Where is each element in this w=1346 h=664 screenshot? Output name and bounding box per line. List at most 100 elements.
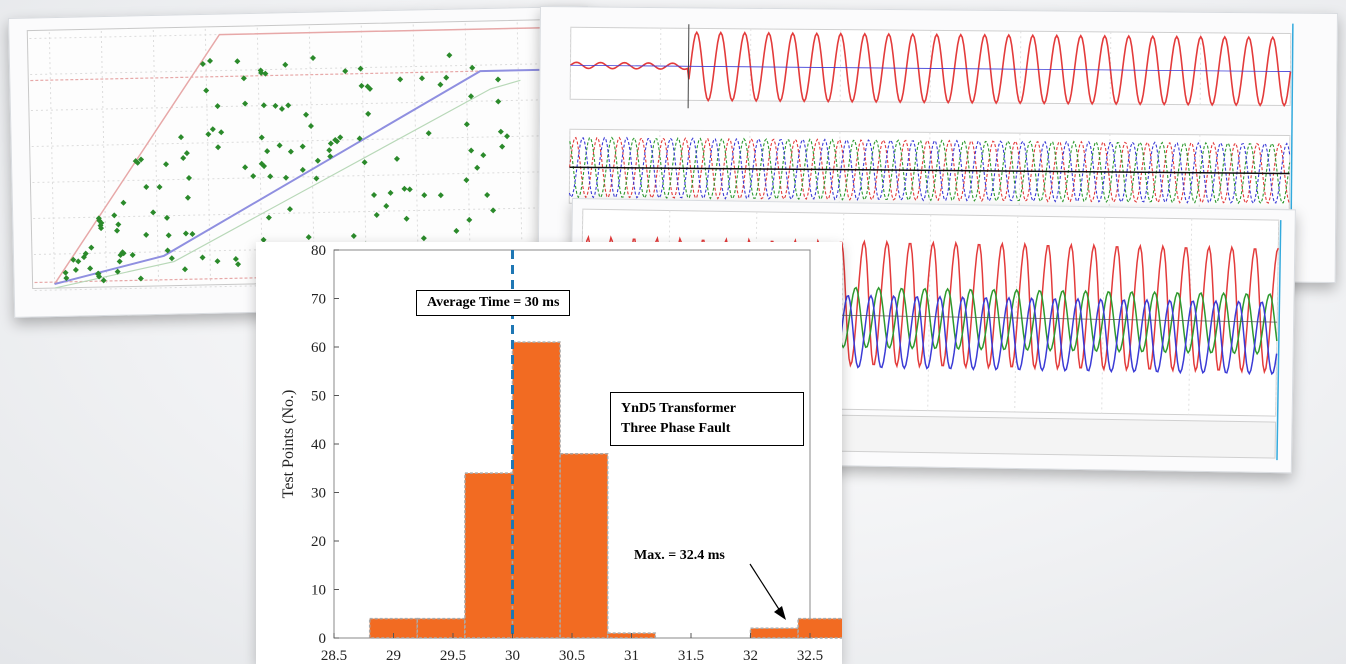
test-point-marker (282, 61, 289, 68)
x-tick-label: 29 (386, 648, 401, 664)
test-point-marker (327, 153, 334, 160)
grid-line (839, 29, 842, 102)
test-point-marker (272, 102, 279, 109)
grid-line (658, 130, 661, 205)
test-point-marker (240, 75, 247, 82)
max-time-annotation: Max. = 32.4 ms (634, 548, 725, 563)
test-point-marker (437, 81, 444, 88)
test-point-marker (218, 129, 225, 136)
test-point-marker (480, 152, 487, 159)
test-point-marker (309, 54, 316, 61)
test-point-marker (397, 76, 404, 83)
y-axis-title: Test Points (No.) (280, 390, 297, 499)
test-point-marker (387, 189, 394, 196)
test-point-marker (119, 249, 126, 256)
test-point-marker (356, 135, 363, 142)
test-point-marker (138, 156, 145, 163)
test-point-marker (163, 161, 170, 168)
x-tick-label: 29.5 (440, 648, 466, 664)
test-point-marker (278, 105, 285, 112)
test-point-marker (285, 102, 292, 109)
test-point-marker (205, 131, 212, 138)
test-point-marker (267, 173, 274, 180)
test-point-marker (443, 74, 450, 81)
test-point-marker (82, 250, 89, 257)
grid-line (569, 27, 572, 100)
test-point-marker (495, 98, 502, 105)
test-point-marker (129, 251, 136, 258)
y-tick-label: 30 (311, 486, 326, 502)
grid-line (1288, 135, 1291, 210)
grid-line (33, 206, 570, 220)
test-point-marker (185, 174, 192, 181)
grid-line (30, 98, 567, 112)
grid-line (360, 25, 368, 280)
test-point-marker (327, 140, 334, 147)
histogram-bar (559, 452, 609, 639)
test-point-marker (504, 133, 511, 140)
grid-line (928, 132, 931, 207)
cursor-line (1290, 23, 1294, 214)
test-point-marker (178, 134, 185, 141)
x-tick-label: 30.5 (559, 648, 585, 664)
grid-line (30, 62, 567, 76)
test-point-marker (303, 111, 310, 118)
characteristic-line (54, 68, 571, 286)
test-point-marker (88, 244, 95, 251)
trace-baseline (569, 166, 1290, 175)
test-point-marker (401, 185, 408, 192)
test-point-marker (361, 159, 368, 166)
test-point-marker (189, 231, 196, 238)
test-point-marker (209, 126, 216, 133)
test-point-marker (94, 270, 101, 277)
fault-type-annotation: YnD5 Transformer Three Phase Fault (610, 392, 804, 446)
fault-label: Three Phase Fault (621, 421, 731, 436)
test-point-marker (305, 234, 312, 241)
grid-line (516, 22, 524, 277)
waveform-traces (568, 23, 1294, 214)
y-tick-label: 20 (311, 534, 326, 550)
test-point-marker (183, 150, 190, 157)
test-point-marker (207, 57, 214, 64)
test-point-marker (373, 211, 380, 218)
x-tick-label: 28.5 (321, 648, 347, 664)
test-point-marker (98, 225, 105, 232)
histogram-bar (464, 472, 514, 639)
test-point-marker (406, 186, 413, 193)
test-point-marker (156, 184, 163, 191)
test-point-marker (100, 277, 107, 284)
test-point-marker (342, 68, 349, 75)
test-point-marker (75, 258, 82, 265)
test-point-marker (87, 265, 94, 272)
test-point-marker (337, 134, 344, 141)
test-point-marker (357, 65, 364, 72)
test-point-marker (314, 157, 321, 164)
test-point-marker (215, 144, 222, 151)
test-point-marker (358, 82, 365, 89)
grid-line (48, 32, 56, 287)
test-point-marker (262, 70, 269, 77)
grid-line (1199, 32, 1202, 105)
test-point-marker (203, 87, 210, 94)
test-point-marker (474, 164, 481, 171)
test-point-marker (365, 110, 372, 117)
test-point-marker (383, 203, 390, 210)
test-point-marker (468, 147, 475, 154)
test-point-marker (63, 275, 70, 282)
test-point-marker (326, 147, 333, 154)
grid-line (31, 134, 568, 148)
test-point-marker (332, 136, 339, 143)
test-point-marker (466, 216, 473, 223)
test-point-marker (371, 191, 378, 198)
test-point-marker (214, 258, 221, 265)
grid-line (659, 28, 662, 101)
fault-marker (687, 24, 690, 109)
test-point-marker (234, 58, 241, 65)
test-point-marker (242, 164, 249, 171)
grid-line (204, 28, 212, 283)
test-point-marker (168, 255, 175, 262)
test-point-marker (463, 177, 470, 184)
grid-line (32, 170, 569, 184)
grid-line (1019, 31, 1022, 104)
test-point-marker (250, 173, 257, 180)
